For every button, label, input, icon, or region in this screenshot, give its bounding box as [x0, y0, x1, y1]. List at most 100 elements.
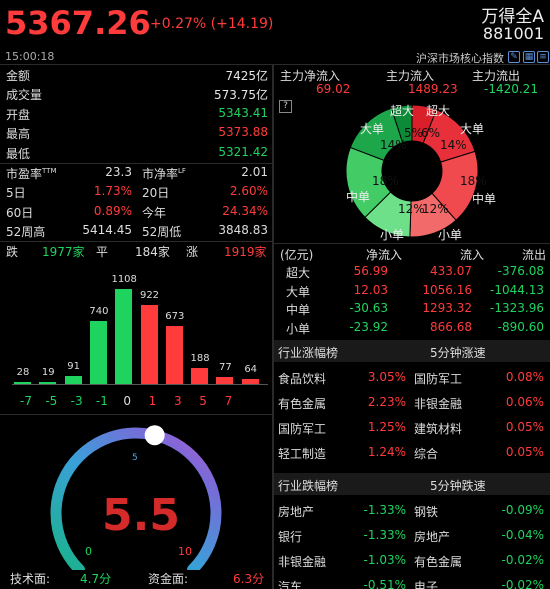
- industry-name[interactable]: 建筑材料: [414, 422, 463, 436]
- industry-name[interactable]: 国防军工: [278, 422, 327, 436]
- week52-high-value: 5414.45: [82, 223, 132, 237]
- flow-row-name: 大单: [286, 284, 311, 299]
- bar-value-label: 19: [41, 367, 55, 378]
- industry-name[interactable]: 钢铁: [414, 505, 439, 519]
- distribution-bar: [39, 382, 57, 384]
- pb-label: 市净率LF: [142, 167, 186, 181]
- chart-icon[interactable]: ▦: [523, 51, 535, 63]
- week52-high-label: 52周高: [6, 225, 46, 239]
- industry-name[interactable]: 电子: [414, 580, 439, 589]
- industry-name[interactable]: 银行: [278, 530, 303, 544]
- industry-name[interactable]: 有色金属: [278, 397, 327, 411]
- flow-row-in: 866.68: [430, 319, 472, 334]
- tick-label: 7: [224, 394, 233, 408]
- donut-group-label: 小单: [380, 228, 405, 242]
- donut-group-label: 大单: [360, 122, 385, 136]
- flow-table: (亿元) 净流入 流入 流出 超大 56.99 433.07 -376.08 大单 12.03 10…: [276, 244, 550, 338]
- up-count: 1919家: [224, 245, 267, 259]
- outflow-value: -1420.21: [484, 82, 538, 96]
- industry-name[interactable]: 食品饮料: [278, 372, 327, 386]
- distribution-bar: [165, 326, 183, 384]
- outflow-label: 主力流出: [472, 69, 521, 83]
- stat-value: 5343.41: [218, 105, 268, 120]
- flow-summary: 主力净流入 主力流入 主力流出 69.02 1489.23 -1420.21: [276, 66, 550, 98]
- index-name: 万得全A: [481, 7, 544, 27]
- bar-value-label: 64: [244, 363, 258, 375]
- bar-value-label: 740: [89, 305, 109, 317]
- gain-speed-title[interactable]: 5分钟涨速: [430, 346, 486, 360]
- donut-pct-label: 14%: [440, 138, 467, 152]
- change-distribution-chart: 28 19 91 740 1108 922 673 188 77 64 -7 -5 -3 -1 0 1 3 5 7: [0, 262, 272, 412]
- up-label: 涨: [186, 245, 199, 259]
- industry-name[interactable]: 有色金属: [414, 555, 463, 569]
- gauge-arc: [50, 425, 222, 570]
- gain-header: 行业涨幅榜 5分钟涨速: [274, 340, 550, 362]
- bar-value-label: 922: [139, 289, 160, 301]
- period-label: 60日: [6, 205, 34, 220]
- bar-value-label: 1108: [111, 274, 137, 285]
- pe-value: 23.3: [105, 165, 132, 179]
- industry-name[interactable]: 非银金融: [278, 555, 327, 569]
- loss-speed-title[interactable]: 5分钟跌速: [430, 479, 486, 493]
- donut-group-label: 中单: [346, 190, 371, 204]
- gauge-knob: [144, 425, 165, 446]
- flow-row-net: -23.92: [349, 319, 388, 334]
- list-icon[interactable]: ≡: [537, 51, 549, 63]
- donut-group-label: 超大: [426, 104, 451, 118]
- industry-name[interactable]: 非银金融: [414, 397, 463, 411]
- industry-name[interactable]: 房地产: [278, 505, 315, 519]
- industry-change: -1.33%: [363, 528, 406, 542]
- donut-group-label: 小单: [438, 228, 463, 242]
- distribution-bar: [14, 381, 31, 384]
- stat-value: 5321.42: [218, 144, 268, 159]
- flow-table-header: (亿元): [280, 248, 314, 262]
- flat-label: 平: [96, 245, 109, 259]
- stat-label: 开盘: [6, 107, 31, 122]
- stat-value: 7425亿: [225, 69, 268, 83]
- period-label: 5日: [6, 186, 26, 200]
- industry-name[interactable]: 房地产: [414, 530, 451, 544]
- flow-table-header: 净流入: [365, 248, 402, 262]
- bar-value-label: 28: [16, 366, 30, 378]
- quote-header: 5367.26 +0.27% (+14.19) 万得全A 881001 15:0…: [0, 0, 550, 65]
- donut-pct-label: 12%: [422, 202, 449, 216]
- period-label: 20日: [142, 186, 170, 200]
- tick-label: 1: [148, 394, 157, 408]
- pb-value: 2.01: [241, 165, 268, 179]
- gain-title[interactable]: 行业涨幅榜: [278, 346, 339, 360]
- industry-speed: -0.02%: [501, 578, 544, 589]
- inflow-value: 1489.23: [408, 82, 458, 96]
- donut-group-label: 中单: [472, 192, 497, 206]
- industry-name[interactable]: 汽车: [278, 580, 303, 589]
- tick-label: 3: [173, 394, 182, 408]
- stat-label: 最低: [6, 146, 31, 161]
- gauge-mid-label: 5: [132, 453, 138, 463]
- flow-row-out: -376.08: [497, 264, 544, 278]
- flow-row-in: 433.07: [430, 264, 472, 278]
- tech-score: 4.7分: [80, 572, 112, 586]
- industry-speed: 0.06%: [505, 395, 544, 409]
- industry-change: 3.05%: [367, 370, 406, 384]
- industry-name[interactable]: 综合: [414, 447, 439, 461]
- index-category[interactable]: 沪深市场核心指数: [416, 52, 504, 65]
- price-change: +0.27% (+14.19): [150, 16, 274, 32]
- distribution-bar: [115, 289, 133, 384]
- bar-value-label: 91: [67, 361, 80, 373]
- period-value: 1.73%: [93, 184, 132, 198]
- industry-name[interactable]: 轻工制造: [278, 447, 327, 461]
- gauge-value: 5.5: [102, 490, 180, 541]
- tick-label: 5: [199, 394, 207, 408]
- help-icon[interactable]: ?: [279, 100, 292, 113]
- net-inflow-label: 主力净流入: [280, 69, 341, 83]
- donut-pct-label: 12%: [398, 202, 425, 216]
- industry-change: -1.03%: [363, 553, 406, 567]
- industry-name[interactable]: 国防军工: [414, 372, 463, 386]
- edit-icon[interactable]: ✎: [508, 51, 520, 63]
- donut-pct-label: 14%: [380, 138, 407, 152]
- loss-title[interactable]: 行业跌幅榜: [278, 479, 339, 493]
- fund-score: 6.3分: [233, 572, 265, 586]
- flow-row-name: 小单: [286, 321, 311, 336]
- donut-pct-label: 18%: [460, 174, 487, 188]
- gauge-min-label: 0: [85, 545, 92, 558]
- stat-row: 成交量 573.75亿: [0, 85, 272, 104]
